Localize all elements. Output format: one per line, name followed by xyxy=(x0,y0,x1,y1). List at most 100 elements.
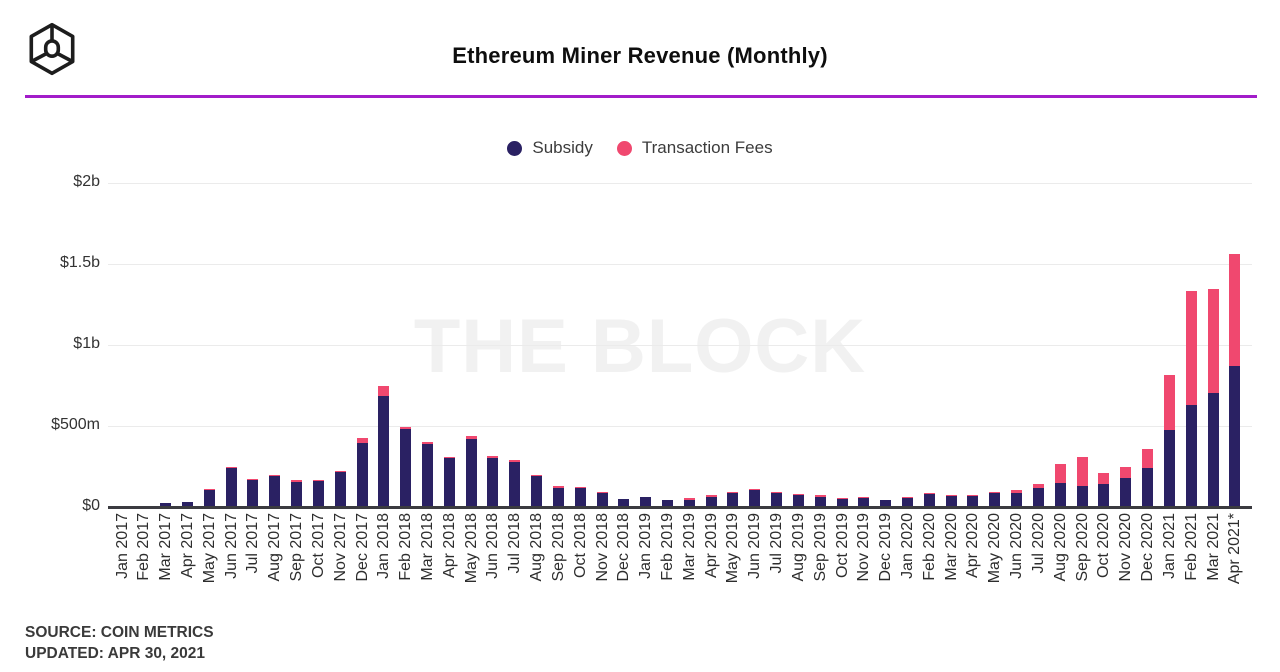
x-tick-label: Feb 2019 xyxy=(659,513,676,581)
x-tick-label: Mar 2019 xyxy=(681,513,698,581)
bar-subsidy-segment xyxy=(1120,478,1131,507)
legend-item-transaction-fees: Transaction Fees xyxy=(616,138,773,158)
bar-fees-segment xyxy=(1077,457,1088,486)
x-tick-label: Nov 2019 xyxy=(855,513,872,582)
bar-subsidy-segment xyxy=(400,429,411,507)
x-tick-label: Aug 2017 xyxy=(266,513,283,582)
bar-subsidy-segment xyxy=(553,488,564,507)
legend-swatch-icon xyxy=(616,140,632,156)
gridline-$500m xyxy=(108,426,1252,427)
x-tick-label: Apr 2017 xyxy=(179,513,196,578)
bar-subsidy-segment xyxy=(662,500,673,507)
bar-subsidy-segment xyxy=(204,490,215,507)
x-tick-label: Mar 2017 xyxy=(157,513,174,581)
chart-legend: Subsidy Transaction Fees xyxy=(0,138,1280,158)
x-tick-label: Jul 2019 xyxy=(768,513,785,574)
bar-fees-segment xyxy=(1208,289,1219,393)
x-tick-label: Feb 2018 xyxy=(397,513,414,581)
bar-fees-segment xyxy=(335,471,346,472)
bar-fees-segment xyxy=(924,493,935,494)
y-tick-label: $2b xyxy=(73,173,100,190)
x-tick-label: Mar 2021 xyxy=(1205,513,1222,581)
legend-swatch-icon xyxy=(507,140,523,156)
purple-divider xyxy=(25,95,1257,98)
gridline-$1b xyxy=(108,345,1252,346)
x-tick-label: Feb 2020 xyxy=(921,513,938,581)
x-tick-label: Feb 2021 xyxy=(1183,513,1200,581)
bar-fees-segment xyxy=(269,475,280,476)
page-title: Ethereum Miner Revenue (Monthly) xyxy=(452,43,828,68)
bar-fees-segment xyxy=(575,487,586,488)
bar-fees-segment xyxy=(1098,473,1109,484)
bar-fees-segment xyxy=(1186,291,1197,405)
x-tick-label: Jan 2021 xyxy=(1161,513,1178,579)
bar-fees-segment xyxy=(946,495,957,496)
bar-subsidy-segment xyxy=(902,498,913,507)
x-tick-label: Sep 2019 xyxy=(812,513,829,582)
x-tick-label: Sep 2018 xyxy=(550,513,567,582)
bar-subsidy-segment xyxy=(727,493,738,507)
bar-subsidy-segment xyxy=(1142,468,1153,507)
x-tick-label: Dec 2020 xyxy=(1139,513,1156,582)
x-tick-label: Jun 2018 xyxy=(484,513,501,579)
bar-subsidy-segment xyxy=(247,480,258,507)
chart-footer: SOURCE: COIN METRICS UPDATED: APR 30, 20… xyxy=(25,622,214,664)
bar-fees-segment xyxy=(989,492,1000,493)
bar-subsidy-segment xyxy=(182,502,193,507)
bar-fees-segment xyxy=(597,492,608,493)
watermark: THE BLOCK xyxy=(413,304,867,389)
x-tick-label: Jun 2020 xyxy=(1008,513,1025,579)
bar-fees-segment xyxy=(422,442,433,444)
x-tick-label: Jan 2017 xyxy=(114,513,131,579)
the-block-logo-icon xyxy=(29,22,75,76)
x-tick-label: Jan 2018 xyxy=(375,513,392,579)
x-tick-label: Dec 2017 xyxy=(354,513,371,582)
bar-subsidy-segment xyxy=(575,488,586,507)
x-tick-label: May 2017 xyxy=(201,513,218,584)
bar-subsidy-segment xyxy=(422,444,433,507)
bar-fees-segment xyxy=(226,467,237,468)
x-tick-label: Oct 2019 xyxy=(834,513,851,578)
bar-subsidy-segment xyxy=(487,458,498,507)
bar-fees-segment xyxy=(531,475,542,476)
bar-subsidy-segment xyxy=(880,500,891,507)
x-tick-label: Mar 2020 xyxy=(943,513,960,581)
bar-fees-segment xyxy=(1120,467,1131,478)
bar-fees-segment xyxy=(902,497,913,498)
bar-fees-segment xyxy=(727,492,738,493)
bar-fees-segment xyxy=(1033,484,1044,488)
y-tick-label: $0 xyxy=(82,497,100,514)
x-tick-label: Nov 2018 xyxy=(594,513,611,582)
gridline-$1.5b xyxy=(108,264,1252,265)
y-tick-label: $1.5b xyxy=(59,254,100,271)
x-tick-label: Oct 2020 xyxy=(1095,513,1112,578)
bar-fees-segment xyxy=(313,480,324,481)
bar-fees-segment xyxy=(684,498,695,500)
bar-subsidy-segment xyxy=(618,499,629,507)
x-tick-label: Apr 2020 xyxy=(964,513,981,578)
x-tick-label: Jun 2019 xyxy=(746,513,763,579)
x-tick-label: Jul 2018 xyxy=(506,513,523,574)
bar-fees-segment xyxy=(1011,490,1022,493)
bar-subsidy-segment xyxy=(1208,393,1219,507)
x-tick-label: Apr 2018 xyxy=(441,513,458,578)
legend-item-subsidy: Subsidy xyxy=(507,138,593,158)
x-axis-line xyxy=(108,506,1252,509)
bar-subsidy-segment xyxy=(989,493,1000,507)
x-tick-label: Nov 2020 xyxy=(1117,513,1134,582)
gridline-$2b xyxy=(108,183,1252,184)
bar-fees-segment xyxy=(793,494,804,495)
bar-fees-segment xyxy=(444,457,455,458)
x-tick-label: Aug 2019 xyxy=(790,513,807,582)
bar-subsidy-segment xyxy=(1077,486,1088,507)
bar-subsidy-segment xyxy=(378,396,389,507)
bar-subsidy-segment xyxy=(1229,366,1240,507)
bar-subsidy-segment xyxy=(444,458,455,507)
bar-fees-segment xyxy=(204,489,215,490)
x-tick-label: Dec 2019 xyxy=(877,513,894,582)
x-tick-label: Aug 2018 xyxy=(528,513,545,582)
bar-subsidy-segment xyxy=(1164,430,1175,507)
bar-fees-segment xyxy=(967,495,978,496)
